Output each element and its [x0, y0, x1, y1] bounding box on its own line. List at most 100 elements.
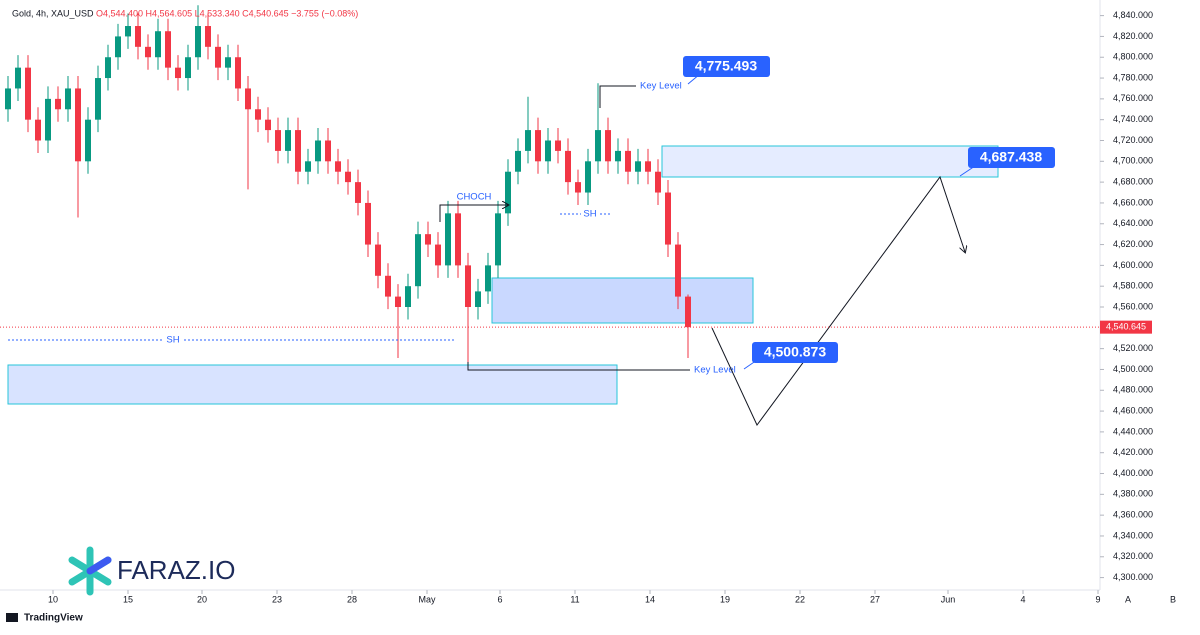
candle-body: [155, 31, 161, 58]
y-tick-label: 4,380.000: [1113, 489, 1153, 499]
price-tag: [752, 342, 838, 363]
candle-body: [485, 265, 491, 292]
candle-body: [275, 130, 281, 151]
candle-body: [225, 57, 231, 68]
logo: FARAZ.IO: [68, 546, 235, 596]
price-tag: [683, 56, 770, 77]
logo-mark: [86, 556, 112, 575]
candle-body: [655, 171, 661, 193]
x-tick-label: 11: [570, 594, 579, 604]
candle-body: [405, 286, 411, 308]
candle-body: [635, 161, 641, 172]
candle-body: [585, 161, 591, 193]
demand-zone: [7, 364, 618, 405]
y-tick-label: 4,600.000: [1113, 260, 1153, 270]
y-tick-label: 4,720.000: [1113, 135, 1153, 145]
candle-body: [575, 182, 581, 193]
candle-body: [515, 150, 521, 172]
price-tag-label: 4,500.873: [764, 344, 826, 360]
candle-body: [125, 26, 131, 37]
y-tick-label: 4,340.000: [1113, 530, 1153, 540]
ohlc-readout: O4,544.400 H4,564.605 L4,533.340 C4,540.…: [96, 8, 358, 18]
candle-body: [435, 244, 441, 266]
tv-icon: [6, 613, 18, 622]
x-tick-label: 10: [48, 594, 58, 604]
candle-body: [295, 130, 301, 172]
y-tick-label: 4,840.000: [1113, 10, 1153, 20]
x-tick-label: 27: [870, 594, 880, 604]
y-tick-label: 4,740.000: [1113, 114, 1153, 124]
candle-body: [315, 140, 321, 162]
key-level-line: [599, 85, 636, 108]
candle-body: [65, 88, 71, 110]
candle-body: [525, 130, 531, 151]
projection-path: [711, 175, 965, 426]
candle-body: [305, 161, 311, 172]
candle-body: [75, 88, 81, 162]
candle-body: [675, 244, 681, 297]
y-tick-label: 4,520.000: [1113, 343, 1153, 353]
x-tick-label: 28: [347, 594, 357, 604]
last-price-tag: [1100, 320, 1152, 334]
candle-body: [555, 140, 561, 151]
candle-body: [135, 26, 141, 47]
candle-body: [35, 119, 41, 141]
candle-body: [25, 67, 31, 120]
candle-body: [45, 98, 51, 141]
candle-body: [465, 265, 471, 308]
candle-body: [495, 213, 501, 266]
candle-body: [355, 182, 361, 203]
axis-button: B: [1170, 594, 1176, 604]
y-tick-label: 4,660.000: [1113, 197, 1153, 207]
candle-body: [685, 296, 691, 328]
y-tick-label: 4,360.000: [1113, 510, 1153, 520]
candle-body: [215, 46, 221, 68]
candle-body: [605, 130, 611, 162]
key-level-label: Key Level: [694, 365, 736, 376]
y-tick-label: 4,780.000: [1113, 72, 1153, 82]
candle-body: [425, 234, 431, 245]
candle-body: [445, 213, 451, 266]
candle-body: [255, 109, 261, 120]
candle-body: [475, 291, 481, 308]
y-tick-label: 4,800.000: [1113, 52, 1153, 62]
candle-body: [115, 36, 121, 58]
candle-body: [205, 26, 211, 47]
y-tick-label: 4,580.000: [1113, 281, 1153, 291]
candle-body: [345, 171, 351, 183]
x-tick-label: 14: [645, 594, 655, 604]
y-tick-label: 4,500.000: [1113, 364, 1153, 374]
x-tick-label: 4: [1020, 594, 1025, 604]
x-tick-label: 19: [720, 594, 730, 604]
axes: 4,840.000 4,820.000 4,800.000 4,780.000 4,76…: [48, 10, 1176, 604]
x-tick-label: 20: [197, 594, 207, 604]
candle-body: [145, 46, 151, 58]
candle-body: [615, 150, 621, 162]
choch-label: CHOCH: [457, 192, 492, 203]
supply-zone: [661, 145, 999, 178]
key-level-label: Key Level: [640, 81, 682, 92]
choch-line: [439, 205, 508, 222]
candle-body: [5, 88, 11, 110]
candles: [5, 5, 691, 363]
candle-body: [595, 130, 601, 162]
last-price-label: 4,540.645: [1106, 322, 1146, 332]
candle-body: [85, 119, 91, 162]
platform-label: TradingView: [24, 613, 83, 624]
y-tick-label: 4,560.000: [1113, 301, 1153, 311]
y-tick-label: 4,480.000: [1113, 385, 1153, 395]
x-tick-label: 6: [497, 594, 502, 604]
candle-body: [395, 296, 401, 308]
candle-body: [325, 140, 331, 162]
candle-body: [235, 57, 241, 89]
y-tick-label: 4,320.000: [1113, 551, 1153, 561]
price-tag-label: 4,687.438: [980, 149, 1042, 165]
y-tick-label: 4,640.000: [1113, 218, 1153, 228]
candle-body: [335, 161, 341, 172]
key-level-line: [467, 362, 690, 371]
x-tick-label: 23: [272, 594, 282, 604]
candle-body: [165, 31, 171, 68]
candle-body: [415, 234, 421, 287]
candle-body: [625, 150, 631, 172]
